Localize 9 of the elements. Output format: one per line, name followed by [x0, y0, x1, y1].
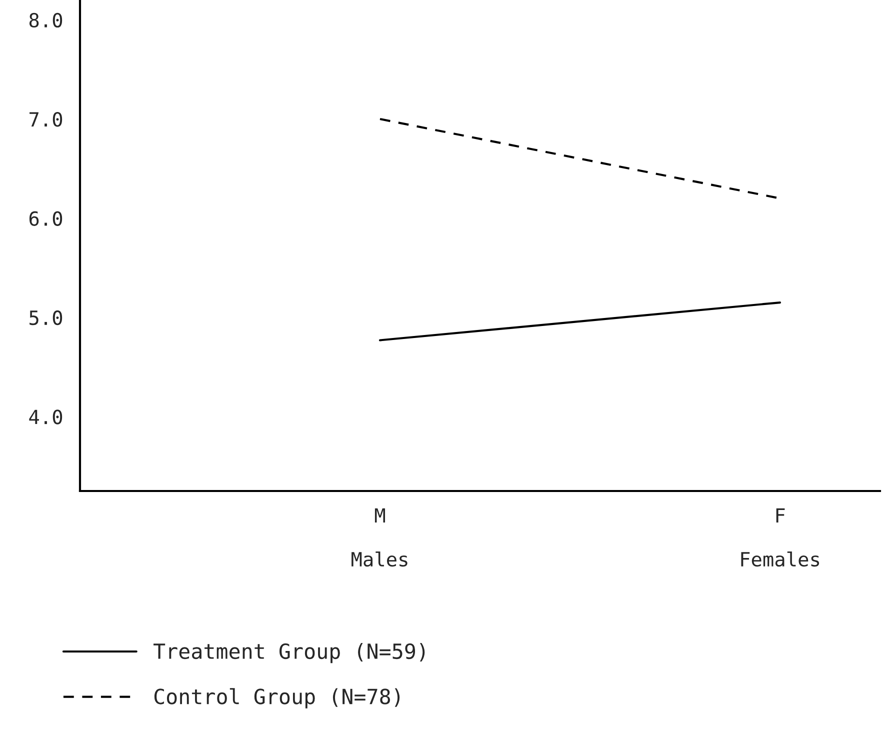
y-tick-label: 5.0: [30, 310, 62, 326]
legend-label: Control Group (N=78): [154, 688, 400, 708]
y-tick-label: 7.0: [30, 112, 62, 127]
y-tick-label: 6.0: [29, 211, 62, 226]
y-tick-label: 8.0: [29, 12, 62, 28]
category-label: M Males: [352, 508, 408, 567]
y-tick-label: 4.0: [29, 410, 62, 424]
category-label: F Females: [741, 508, 820, 567]
legend-label: Treatment Group (N=59): [154, 642, 425, 664]
